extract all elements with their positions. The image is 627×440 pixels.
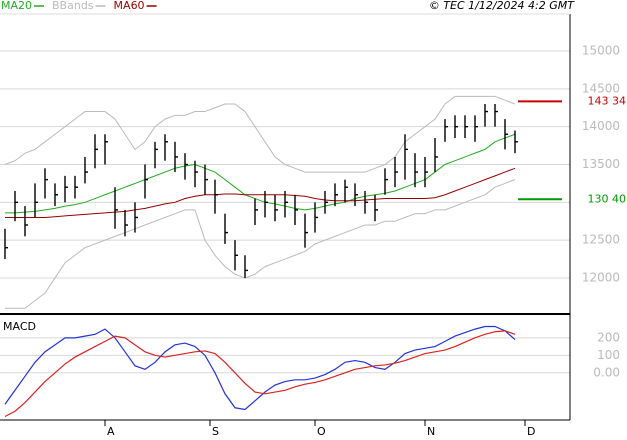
- credit: © TEC 1/12/2024 4:2 GMT: [429, 0, 575, 12]
- y-tick-label: 12000: [582, 270, 620, 284]
- level-label: 130 40: [588, 192, 627, 205]
- y-tick-label: 14000: [582, 119, 620, 133]
- x-tick-label: D: [527, 425, 535, 438]
- series-line: [4, 95, 516, 173]
- legend-label: MA60: [114, 0, 145, 12]
- series-line: [5, 167, 516, 218]
- series-line: [4, 325, 516, 411]
- y-tick-label: 15000: [582, 44, 620, 58]
- panel-title: MACD: [3, 320, 36, 333]
- y-tick-label: 13500: [582, 157, 620, 171]
- y-tick-label: 200: [597, 330, 620, 344]
- series-line: [4, 330, 516, 418]
- level-label: 143 34: [588, 94, 627, 107]
- y-tick-label: 0.00: [593, 365, 620, 379]
- x-tick-label: O: [317, 425, 326, 438]
- x-tick-label: S: [212, 425, 219, 438]
- level-label-bg: [570, 94, 627, 109]
- series-lower-line: [5, 179, 516, 309]
- legend-label: BBands: [52, 0, 94, 12]
- legend-label: MA20: [1, 0, 32, 12]
- level-label-bg: [570, 192, 627, 207]
- y-tick-label: 14500: [582, 81, 620, 95]
- x-tick-label: A: [107, 425, 115, 438]
- y-tick-label: 100: [597, 348, 620, 362]
- y-tick-label: 12500: [582, 233, 620, 247]
- series-line: [5, 133, 516, 214]
- x-tick-label: N: [427, 425, 435, 438]
